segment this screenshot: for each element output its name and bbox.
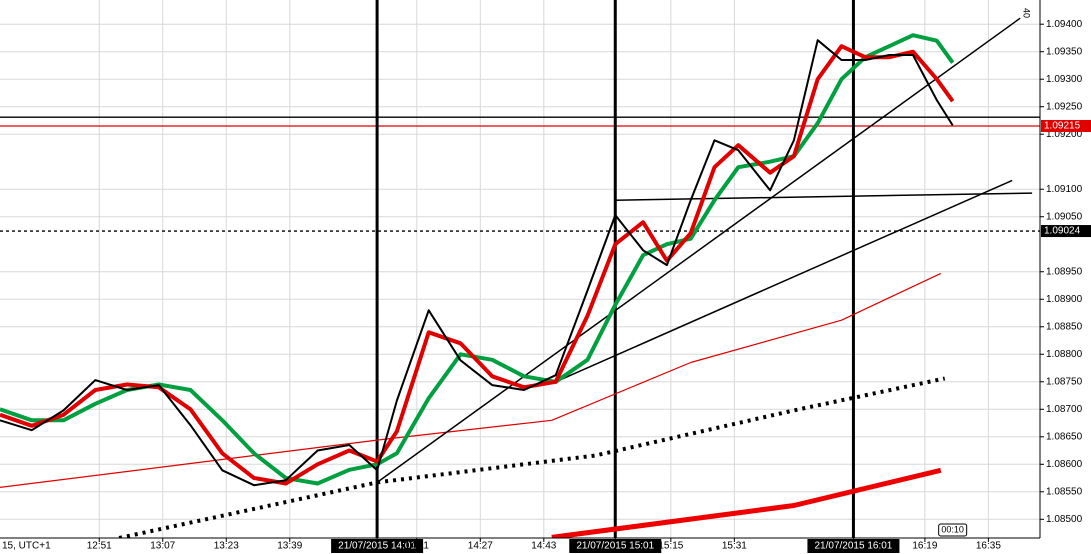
x-axis-left-label: 15, UTC+1 — [2, 541, 51, 552]
y-tick-label: 1.08600 — [1046, 459, 1083, 470]
timer-box — [938, 523, 968, 537]
slow-line — [118, 376, 946, 540]
y-tick-label: 1.08750 — [1046, 376, 1083, 387]
x-tick-box — [569, 539, 662, 553]
y-axis-panel — [1040, 0, 1091, 554]
y-tick-label: 1.08700 — [1046, 404, 1083, 415]
timer-label: 00:10 — [941, 524, 964, 534]
x-tick-label: 14:27 — [468, 541, 493, 552]
price-label-box — [1041, 119, 1091, 132]
x-tick-label: 21/07/2015 14:01 — [338, 541, 416, 552]
y-tick-label: 1.09250 — [1046, 101, 1083, 112]
y-tick-label: 1.09400 — [1046, 19, 1083, 30]
y-tick-label: 1.09050 — [1046, 211, 1083, 222]
y-tick-label: 1.09300 — [1046, 74, 1083, 85]
y-tick-label: 1.08800 — [1046, 349, 1083, 360]
x-tick-label: 16:35 — [976, 541, 1001, 552]
y-tick-label: 1.09350 — [1046, 46, 1083, 57]
x-tick-label: 15:31 — [722, 541, 747, 552]
x-tick-label: 14:43 — [531, 541, 556, 552]
x-tick-box — [807, 539, 900, 553]
series-line — [0, 33, 955, 486]
x-tick-label: 16:19 — [912, 541, 937, 552]
y-tick-label: 1.09100 — [1046, 184, 1083, 195]
slow-line — [0, 272, 942, 488]
axes: 1.08500 1.08550 1.08600 1.08650 1.08700 1.087… — [87, 19, 1091, 553]
y-tick-label: 1.08950 — [1046, 266, 1083, 277]
x-tick-label: 13:07 — [150, 541, 175, 552]
x-tick-label: 15:15 — [658, 541, 683, 552]
trend-line — [559, 179, 1013, 381]
y-tick-label: 1.08550 — [1046, 486, 1083, 497]
plot — [0, 0, 1040, 540]
corner-label: 40 — [1022, 8, 1032, 18]
price-label: 1.09024 — [1044, 226, 1081, 237]
price-label: 1.09215 — [1044, 121, 1081, 132]
y-tick-label: 1.08850 — [1046, 321, 1083, 332]
y-tick-label: 1.08500 — [1046, 514, 1083, 525]
y-tick-label: 1.08650 — [1046, 431, 1083, 442]
x-tick-box — [331, 539, 424, 553]
x-tick-label: 21/07/2015 16:01 — [815, 541, 893, 552]
x-tick-label: 13:23 — [214, 541, 239, 552]
trend-line — [615, 192, 1033, 201]
slow-line — [551, 467, 942, 540]
x-tick-label: 13:39 — [277, 541, 302, 552]
x-tick-label: 14:11 — [405, 541, 430, 552]
x-tick-label: 21/07/2015 15:01 — [576, 541, 654, 552]
series-line — [0, 44, 955, 486]
series-line — [0, 39, 954, 487]
y-tick-label: 1.09200 — [1046, 129, 1083, 140]
price-label-box — [1041, 225, 1091, 238]
trend-line — [376, 17, 1021, 484]
y-tick-label: 1.08900 — [1046, 294, 1083, 305]
x-tick-label: 12:51 — [87, 541, 112, 552]
